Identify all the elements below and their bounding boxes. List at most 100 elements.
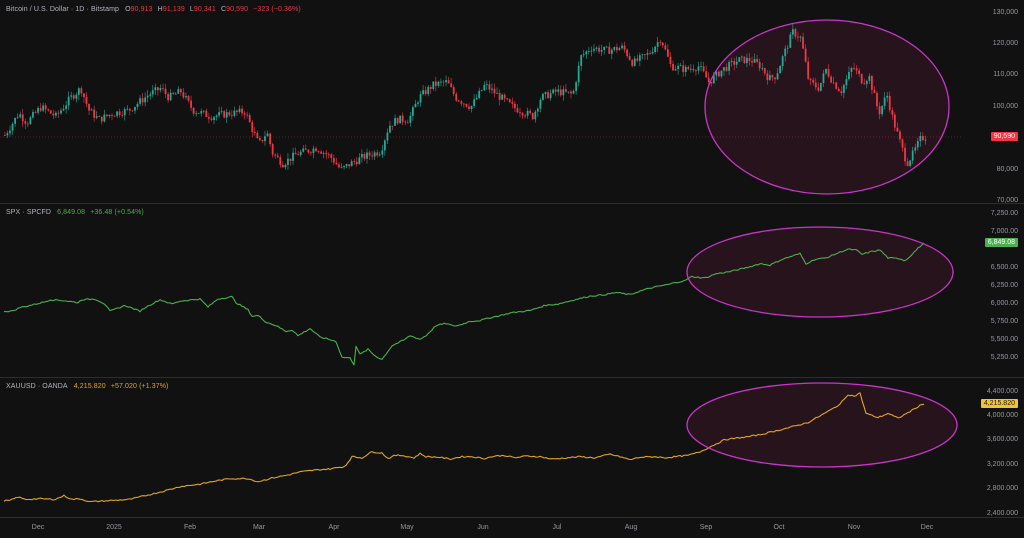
- btc-candle-body: [506, 98, 509, 100]
- btc-candle-body: [358, 157, 361, 165]
- btc-candle-body: [478, 90, 481, 98]
- btc-candle-body: [822, 73, 825, 83]
- btc-candle-body: [616, 47, 618, 51]
- btc-candle-body: [536, 108, 539, 112]
- btc-candle-body: [679, 65, 682, 67]
- btc-candle-body: [67, 96, 70, 106]
- pane-separator-1[interactable]: [0, 203, 1024, 204]
- xau-symbol[interactable]: XAUUSD · OANDA: [6, 383, 68, 390]
- btc-candle-body: [363, 154, 366, 159]
- btc-candle-body: [871, 76, 873, 90]
- btc-candle-body: [728, 62, 730, 71]
- btc-candle-body: [32, 112, 34, 118]
- time-tick: Jun: [477, 524, 489, 531]
- spx-highlight-ellipse: [686, 226, 954, 318]
- btc-candle-body: [174, 93, 177, 95]
- btc-candle-body: [197, 113, 200, 115]
- btc-candle-body: [340, 167, 343, 168]
- btc-candle-body: [169, 92, 172, 101]
- btc-candle-body: [845, 79, 848, 86]
- time-tick: 2025: [106, 524, 122, 531]
- btc-candle-body: [396, 118, 399, 124]
- btc-candle-body: [205, 110, 208, 117]
- btc-candle-body: [177, 89, 180, 94]
- btc-candle-body: [368, 152, 371, 156]
- btc-candle-body: [799, 36, 802, 38]
- btc-candle-body: [613, 47, 616, 50]
- btc-candle-body: [468, 106, 470, 109]
- btc-candle-body: [848, 71, 850, 80]
- btc-candle-body: [409, 115, 412, 123]
- btc-candle-body: [447, 80, 450, 84]
- btc-candle-body: [883, 97, 886, 106]
- btc-candle-body: [44, 105, 47, 110]
- btc-candle-body: [743, 56, 746, 64]
- btc-candle-body: [580, 55, 583, 66]
- btc-candle-body: [457, 100, 460, 102]
- btc-candle-body: [621, 45, 623, 49]
- btc-candle-body: [225, 112, 228, 118]
- btc-candle-body: [493, 88, 496, 94]
- btc-candle-body: [623, 45, 626, 50]
- btc-candle-body: [187, 96, 190, 101]
- btc-candle-body: [776, 73, 779, 80]
- btc-candle-body: [707, 77, 710, 82]
- btc-candle-body: [29, 117, 32, 125]
- btc-candle-body: [269, 133, 271, 145]
- btc-candle-body: [735, 61, 738, 65]
- btc-candle-body: [911, 150, 914, 161]
- btc-candle-body: [881, 105, 883, 115]
- btc-candle-body: [276, 155, 279, 158]
- btc-candle-body: [575, 82, 577, 91]
- btc-candle-body: [638, 55, 641, 61]
- btc-candle-body: [820, 82, 822, 91]
- btc-candle-body: [674, 69, 677, 71]
- open-value: 90,913: [130, 6, 153, 13]
- btc-candle-body: [582, 54, 585, 56]
- btc-candle-body: [294, 152, 297, 155]
- btc-candle-body: [445, 80, 447, 83]
- spx-last-price-badge: 6,849.08: [984, 238, 1018, 247]
- btc-candle-body: [378, 154, 381, 156]
- btc-candle-body: [111, 114, 113, 116]
- btc-candle-body: [689, 68, 692, 70]
- btc-candle-body: [297, 154, 300, 156]
- spx-symbol[interactable]: SPX · SPCFD: [6, 209, 52, 216]
- btc-candle-body: [34, 112, 37, 113]
- btc-candle-body: [878, 106, 881, 115]
- btc-candle-body: [419, 94, 422, 103]
- close-value: 90,590: [226, 6, 249, 13]
- btc-candle-body: [149, 94, 152, 96]
- btc-candle-body: [366, 152, 368, 159]
- btc-symbol[interactable]: Bitcoin / U.S. Dollar · 1D · Bitstamp: [6, 6, 120, 13]
- open-label: O: [125, 6, 131, 13]
- btc-candle-body: [233, 110, 236, 116]
- btc-candle-body: [865, 80, 868, 85]
- high-value: 91,139: [162, 6, 185, 13]
- btc-candle-body: [567, 91, 570, 93]
- btc-candle-body: [330, 154, 333, 158]
- btc-candle-body: [460, 101, 463, 104]
- price-tick: 3,600.000: [986, 436, 1018, 443]
- btc-candle-body: [608, 46, 611, 54]
- btc-candle-body: [519, 112, 521, 114]
- pane-separator-2[interactable]: [0, 377, 1024, 378]
- btc-candle-body: [266, 133, 269, 137]
- btc-candle-body: [264, 136, 266, 142]
- btc-candle-body: [577, 65, 580, 83]
- btc-candle-body: [128, 108, 131, 111]
- btc-candle-body: [60, 110, 62, 114]
- btc-candle-body: [641, 54, 644, 56]
- btc-candle-body: [118, 111, 121, 116]
- btc-candle-body: [891, 110, 894, 115]
- btc-candle-body: [327, 154, 330, 156]
- btc-candle-body: [631, 59, 634, 66]
- btc-candle-body: [317, 151, 320, 153]
- btc-candle-body: [712, 75, 715, 84]
- btc-candle-body: [185, 96, 187, 98]
- price-tick: 5,250.00: [990, 354, 1018, 361]
- btc-candle-body: [656, 42, 659, 47]
- btc-candle-body: [159, 88, 162, 91]
